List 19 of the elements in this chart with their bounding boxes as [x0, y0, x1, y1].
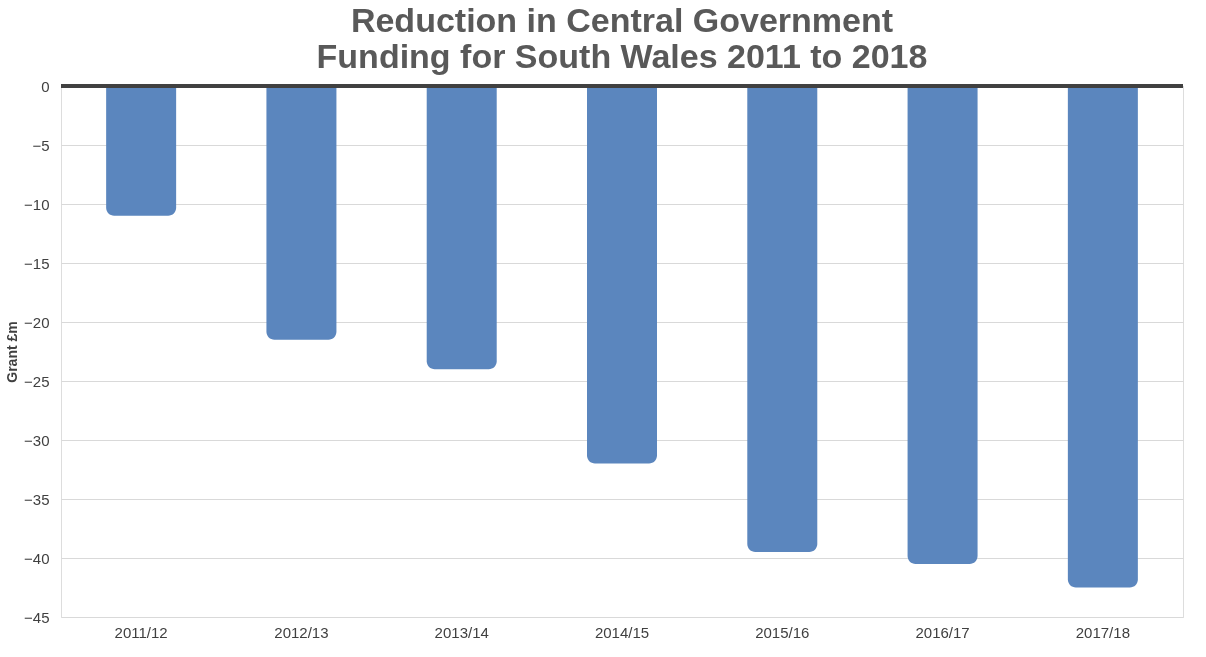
x-tick-label: 2012/13 [274, 623, 329, 641]
y-tick-label: −20 [24, 313, 50, 331]
y-tick-label: −40 [24, 549, 50, 567]
y-tick-label: −5 [32, 136, 50, 154]
x-tick-label: 2011/12 [114, 623, 168, 641]
y-tick-label: −15 [24, 254, 50, 272]
x-tick-label: 2017/18 [1075, 623, 1130, 641]
y-tick-label: −10 [24, 195, 50, 213]
x-tick-label: 2013/14 [434, 623, 489, 641]
x-tick-label: 2016/17 [915, 623, 970, 641]
x-tick-label: 2014/15 [594, 623, 650, 641]
x-tick-label: 2015/16 [755, 623, 810, 641]
y-tick-label: −45 [24, 608, 50, 626]
y-axis-title: Grant £m [4, 321, 21, 383]
y-tick-label: −25 [24, 372, 50, 390]
y-tick-label: −35 [24, 490, 50, 508]
y-tick-label: 0 [41, 77, 50, 95]
chart-title: Reduction in Central Government Funding for South Wales 2011 to 2018 [316, 1, 928, 75]
y-tick-label: −30 [24, 431, 50, 449]
